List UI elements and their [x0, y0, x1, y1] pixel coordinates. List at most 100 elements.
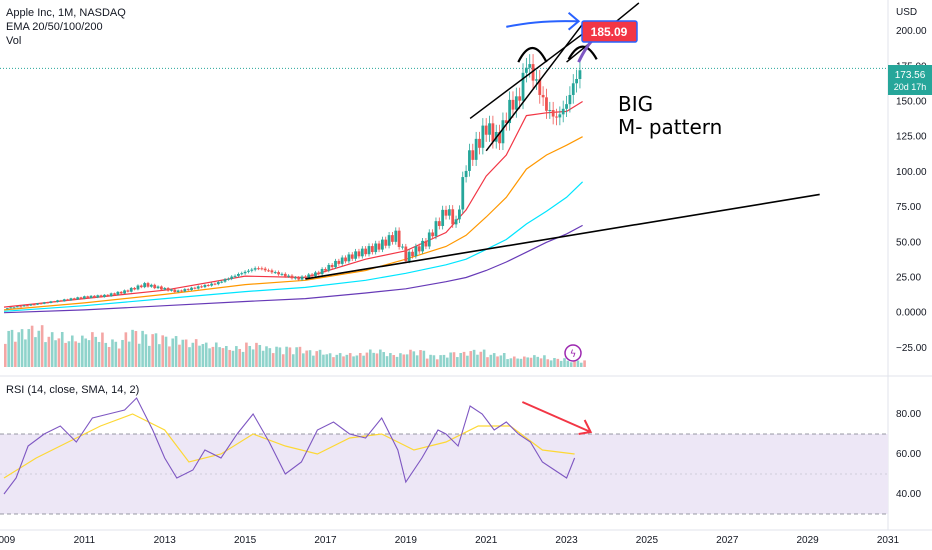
channel-middle-line — [485, 23, 584, 152]
candle-body — [387, 235, 391, 246]
volume-bar — [218, 347, 221, 367]
red-arrow-line — [521, 401, 592, 433]
volume-bar — [27, 329, 31, 367]
candle-body — [203, 285, 207, 288]
x-tick-label: 2031 — [877, 535, 900, 546]
candle-body — [314, 272, 317, 277]
annotation-line2: M- pattern — [618, 115, 722, 139]
candle-body — [82, 296, 86, 299]
blue-arrow-head — [567, 12, 581, 31]
volume-bar — [54, 340, 57, 367]
volume-bar — [248, 345, 252, 367]
volume-bar — [499, 355, 503, 367]
ema-legend[interactable]: EMA 20/50/100/200 — [6, 21, 103, 33]
volume-bar — [569, 362, 573, 367]
volume-bar — [141, 330, 144, 367]
candle-body — [129, 287, 133, 292]
event-badge[interactable] — [564, 344, 582, 362]
volume-bar — [439, 355, 442, 367]
symbol-title[interactable]: Apple Inc, 1M, NASDAQ — [6, 7, 126, 19]
candle-body — [347, 254, 351, 262]
candle-body — [173, 289, 177, 293]
y-tick-label: 125.00 — [896, 132, 927, 143]
volume-bar — [164, 336, 168, 367]
candle-body — [404, 246, 408, 262]
volume-bar — [368, 349, 372, 367]
candle-body — [49, 301, 53, 303]
volume-bar — [97, 341, 101, 367]
candle-body — [263, 268, 267, 271]
candle-body — [270, 270, 274, 273]
candle-body — [156, 286, 160, 289]
volume-bar — [519, 358, 523, 367]
volume-bar — [60, 332, 64, 367]
volume-bar — [509, 358, 513, 367]
drawings — [305, 2, 820, 435]
volume-bar — [178, 344, 181, 367]
volume-bar — [533, 355, 536, 367]
candle-body — [32, 304, 36, 306]
candle-body — [307, 274, 311, 278]
candle-body — [26, 305, 29, 307]
candle-body — [29, 304, 33, 306]
volume-bar — [114, 341, 118, 367]
volume-bar — [362, 355, 365, 367]
volume-bar — [549, 360, 553, 367]
candle-body — [62, 299, 66, 302]
candle-body — [190, 287, 193, 291]
candle-body — [226, 278, 230, 280]
candle-body — [488, 123, 491, 135]
candle-body — [471, 150, 475, 160]
candle-body — [16, 306, 19, 308]
volume-bar — [251, 349, 255, 367]
volume-bar — [516, 358, 519, 367]
candle-body — [273, 272, 277, 274]
volume-legend[interactable]: Vol — [6, 35, 22, 47]
volume-bar — [338, 353, 342, 367]
volume-bar — [101, 332, 104, 367]
candle-body — [491, 123, 495, 142]
volume-bar — [348, 353, 352, 367]
volume-bar — [211, 346, 215, 367]
rsi-legend[interactable]: RSI (14, close, SMA, 14, 2) — [6, 384, 140, 396]
volume-bar — [91, 332, 94, 367]
candle-body — [280, 273, 284, 275]
volume-bar — [546, 359, 550, 367]
volume-bar — [107, 346, 111, 367]
x-tick-label: 2011 — [74, 535, 96, 546]
candle-body — [340, 257, 344, 264]
volume-bar — [117, 348, 121, 367]
candle-body — [504, 120, 508, 124]
candle-body — [36, 303, 39, 305]
volume-bar — [255, 342, 258, 367]
candle-body — [19, 306, 23, 308]
volume-bar — [17, 332, 21, 367]
volume-bar — [221, 348, 225, 367]
volume-bar — [442, 354, 446, 367]
volume-bar — [64, 342, 67, 367]
candle-body — [414, 246, 418, 257]
candle-body — [518, 96, 522, 101]
candle-body — [317, 272, 321, 275]
volume-bar — [44, 342, 47, 367]
ema-lines — [3, 100, 584, 314]
volume-bar — [566, 360, 570, 367]
candle-body — [216, 282, 220, 285]
volume-bar — [328, 353, 332, 367]
volume-bar — [295, 347, 298, 367]
volume-bar — [121, 339, 124, 367]
volume-bar — [24, 339, 27, 367]
volume-bar — [67, 341, 71, 367]
candle-body — [555, 116, 558, 118]
volume-bar — [194, 339, 198, 367]
volume-bar — [258, 344, 262, 367]
volume-bar — [502, 353, 506, 367]
volume-bar — [57, 338, 61, 367]
candle-body — [9, 307, 13, 309]
volume-bar — [10, 329, 14, 367]
candle-body — [551, 110, 555, 117]
volume-bar — [94, 336, 98, 367]
volume-bar — [188, 347, 191, 367]
candle-body — [283, 273, 287, 277]
